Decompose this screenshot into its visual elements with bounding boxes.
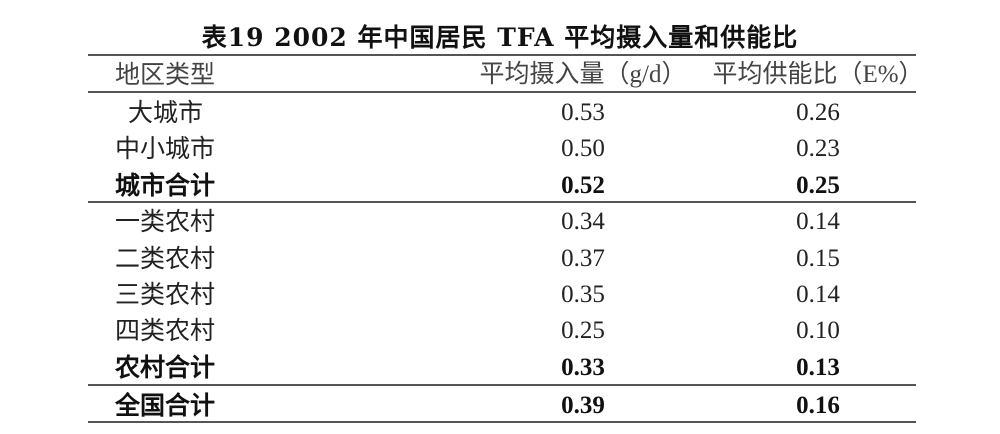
region-cell: 全国合计 bbox=[115, 391, 216, 420]
region-cell: 四类农村 bbox=[115, 316, 216, 345]
header-row: 地区类型 平均摄入量（g/d） 平均供能比（E%） bbox=[88, 57, 924, 93]
region-cell: 三类农村 bbox=[115, 280, 216, 309]
energy-cell: 0.16 bbox=[796, 392, 840, 419]
intake-cell: 0.35 bbox=[561, 281, 605, 308]
table-row: 大城市 0.53 0.26 bbox=[88, 95, 916, 131]
bottom-rule bbox=[88, 421, 916, 423]
urban-rule bbox=[88, 201, 916, 203]
intake-cell: 0.53 bbox=[561, 99, 605, 126]
intake-cell: 0.52 bbox=[561, 172, 605, 199]
region-cell: 一类农村 bbox=[115, 207, 216, 236]
energy-cell: 0.26 bbox=[796, 99, 840, 126]
energy-cell: 0.25 bbox=[796, 172, 840, 199]
header-energy: 平均供能比（E%） bbox=[712, 61, 924, 88]
table-row: 城市合计 0.52 0.25 bbox=[88, 168, 916, 204]
intake-cell: 0.34 bbox=[561, 208, 605, 235]
intake-cell: 0.37 bbox=[561, 245, 605, 272]
intake-cell: 0.25 bbox=[561, 317, 605, 344]
header-rule bbox=[88, 91, 916, 93]
table-title: 表19 2002 年中国居民 TFA 平均摄入量和供能比 bbox=[201, 23, 799, 52]
intake-cell: 0.39 bbox=[561, 392, 605, 419]
table-row: 中小城市 0.50 0.23 bbox=[88, 131, 916, 167]
header-region: 地区类型 bbox=[115, 60, 216, 89]
table-row: 一类农村 0.34 0.14 bbox=[88, 204, 916, 240]
table-row: 全国合计 0.39 0.16 bbox=[88, 388, 916, 424]
rural-rule bbox=[88, 384, 916, 386]
region-cell: 中小城市 bbox=[115, 134, 216, 163]
top-rule bbox=[88, 54, 916, 56]
intake-cell: 0.33 bbox=[561, 354, 605, 381]
energy-cell: 0.14 bbox=[796, 208, 840, 235]
region-cell: 二类农村 bbox=[115, 244, 216, 273]
energy-cell: 0.15 bbox=[796, 245, 840, 272]
energy-cell: 0.10 bbox=[796, 317, 840, 344]
header-intake: 平均摄入量（g/d） bbox=[479, 61, 687, 88]
energy-cell: 0.14 bbox=[796, 281, 840, 308]
table-row: 四类农村 0.25 0.10 bbox=[88, 313, 916, 349]
region-cell: 农村合计 bbox=[115, 353, 216, 382]
table-row: 三类农村 0.35 0.14 bbox=[88, 277, 916, 313]
region-cell: 大城市 bbox=[128, 98, 204, 127]
energy-cell: 0.23 bbox=[796, 135, 840, 162]
table-row: 二类农村 0.37 0.15 bbox=[88, 241, 916, 277]
energy-cell: 0.13 bbox=[796, 354, 840, 381]
table-row: 农村合计 0.33 0.13 bbox=[88, 350, 916, 386]
region-cell: 城市合计 bbox=[115, 171, 216, 200]
intake-cell: 0.50 bbox=[561, 135, 605, 162]
